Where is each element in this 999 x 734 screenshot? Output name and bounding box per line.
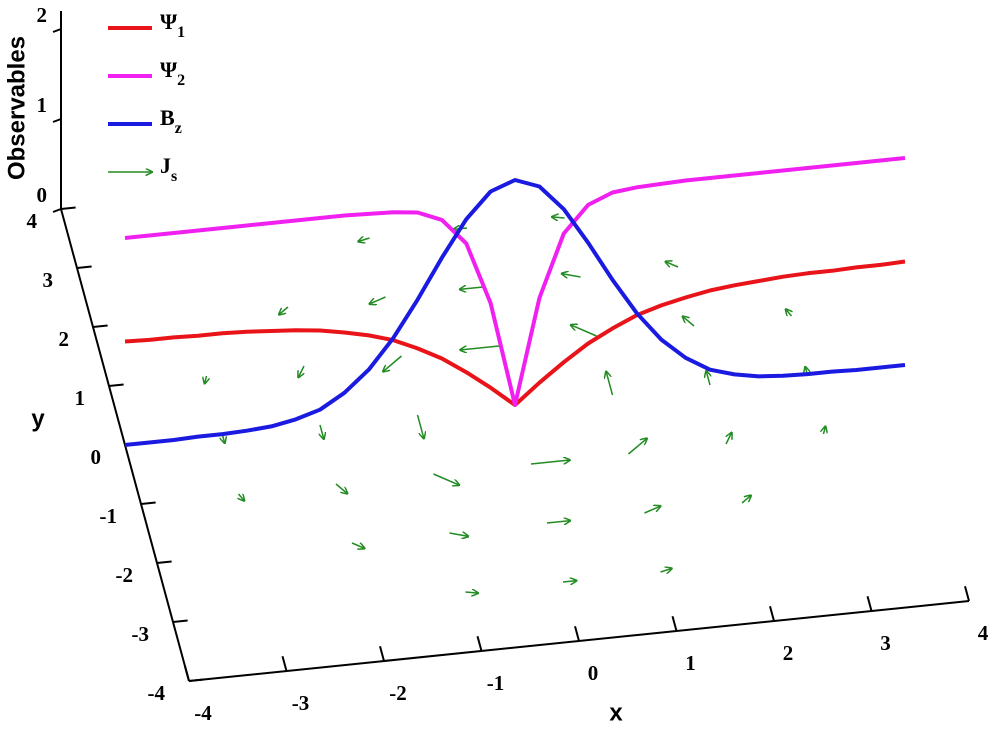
y-tick — [156, 560, 172, 564]
y-tick-label: 4 — [27, 209, 38, 233]
current-arrow — [279, 306, 289, 315]
x-tick-label: -1 — [487, 671, 505, 695]
y-tick — [188, 678, 204, 682]
current-arrow — [628, 438, 648, 455]
y-tick-label: -4 — [148, 681, 166, 705]
current-arrow — [665, 262, 679, 268]
x-tick — [769, 605, 775, 622]
series-line — [124, 156, 906, 407]
x-tick-label: -2 — [389, 681, 407, 705]
current-arrow — [460, 287, 484, 289]
current-arrow — [460, 345, 500, 350]
x-tick-label: 0 — [588, 661, 599, 685]
current-arrow — [298, 365, 305, 378]
current-arrow — [552, 217, 565, 218]
x-tick — [281, 655, 288, 672]
current-arrow — [741, 495, 751, 504]
y-tick — [108, 383, 124, 387]
current-arrow — [416, 414, 424, 439]
current-arrow — [239, 494, 245, 501]
current-arrow — [351, 542, 365, 548]
y-tick-label: 3 — [43, 268, 54, 292]
y-tick-label: -2 — [116, 563, 134, 587]
z-axis-label: Observables — [3, 36, 30, 180]
x-tick-label: 1 — [685, 651, 696, 675]
x-tick-label: -4 — [194, 701, 212, 725]
x-tick — [866, 595, 873, 612]
current-arrow — [824, 426, 826, 435]
z-tick-label: 0 — [37, 183, 48, 207]
x-tick-label: -3 — [292, 691, 310, 715]
z-tick — [52, 208, 62, 213]
x-tick-label: 2 — [783, 641, 794, 665]
current-arrow — [644, 506, 661, 514]
x-tick-label: 3 — [880, 631, 891, 655]
series-line — [124, 259, 906, 407]
y-tick-label: -1 — [100, 504, 118, 528]
current-arrow — [223, 434, 225, 443]
current-arrow — [562, 581, 577, 582]
y-tick — [172, 619, 188, 623]
legend-label: Js — [160, 153, 177, 185]
x-tick — [379, 645, 385, 662]
x-tick-label: 4 — [978, 621, 989, 645]
x-tick — [574, 625, 580, 642]
y-tick-label: 0 — [91, 445, 102, 469]
y-axis-label: y — [31, 405, 45, 432]
curves — [124, 156, 906, 447]
y-tick — [60, 206, 76, 210]
current-arrow — [433, 473, 460, 485]
current-arrow — [449, 533, 469, 536]
legend-label: Ψ1 — [160, 9, 185, 41]
current-arrow — [562, 274, 581, 277]
z-tick — [52, 28, 62, 33]
series-line — [124, 178, 906, 447]
legend-label: Ψ2 — [160, 57, 185, 89]
y-tick — [140, 501, 156, 505]
legend-label: Bz — [160, 105, 182, 137]
current-arrow — [725, 433, 732, 445]
current-arrow — [606, 371, 614, 396]
current-arrow — [683, 316, 695, 327]
x-tick — [184, 665, 190, 682]
y-tick-label: 2 — [59, 327, 70, 351]
current-arrow — [706, 371, 710, 386]
z-tick — [52, 118, 62, 123]
y-tick-label: 1 — [75, 386, 86, 410]
y-tick-label: -3 — [132, 622, 150, 646]
current-arrow — [320, 424, 324, 439]
x-tick — [476, 635, 483, 652]
z-tick-label: 1 — [37, 93, 48, 117]
current-arrow — [335, 483, 347, 494]
vector-field — [205, 217, 826, 593]
y-tick — [76, 265, 92, 269]
current-arrow — [358, 238, 370, 242]
current-arrow — [786, 309, 792, 316]
legend: Ψ1 Ψ2 Bz Js — [108, 9, 185, 185]
current-arrow — [571, 325, 597, 337]
current-arrow — [546, 521, 570, 523]
x-tick — [671, 615, 678, 632]
current-arrow — [660, 568, 672, 572]
y-tick — [92, 324, 108, 328]
x-tick — [964, 585, 970, 602]
current-arrow — [530, 460, 570, 465]
current-arrow — [465, 592, 479, 593]
x-axis-label: x — [609, 699, 623, 726]
z-tick-label: 2 — [37, 3, 48, 27]
current-arrow — [369, 296, 386, 304]
current-arrow — [383, 355, 402, 372]
current-arrow — [205, 375, 207, 384]
